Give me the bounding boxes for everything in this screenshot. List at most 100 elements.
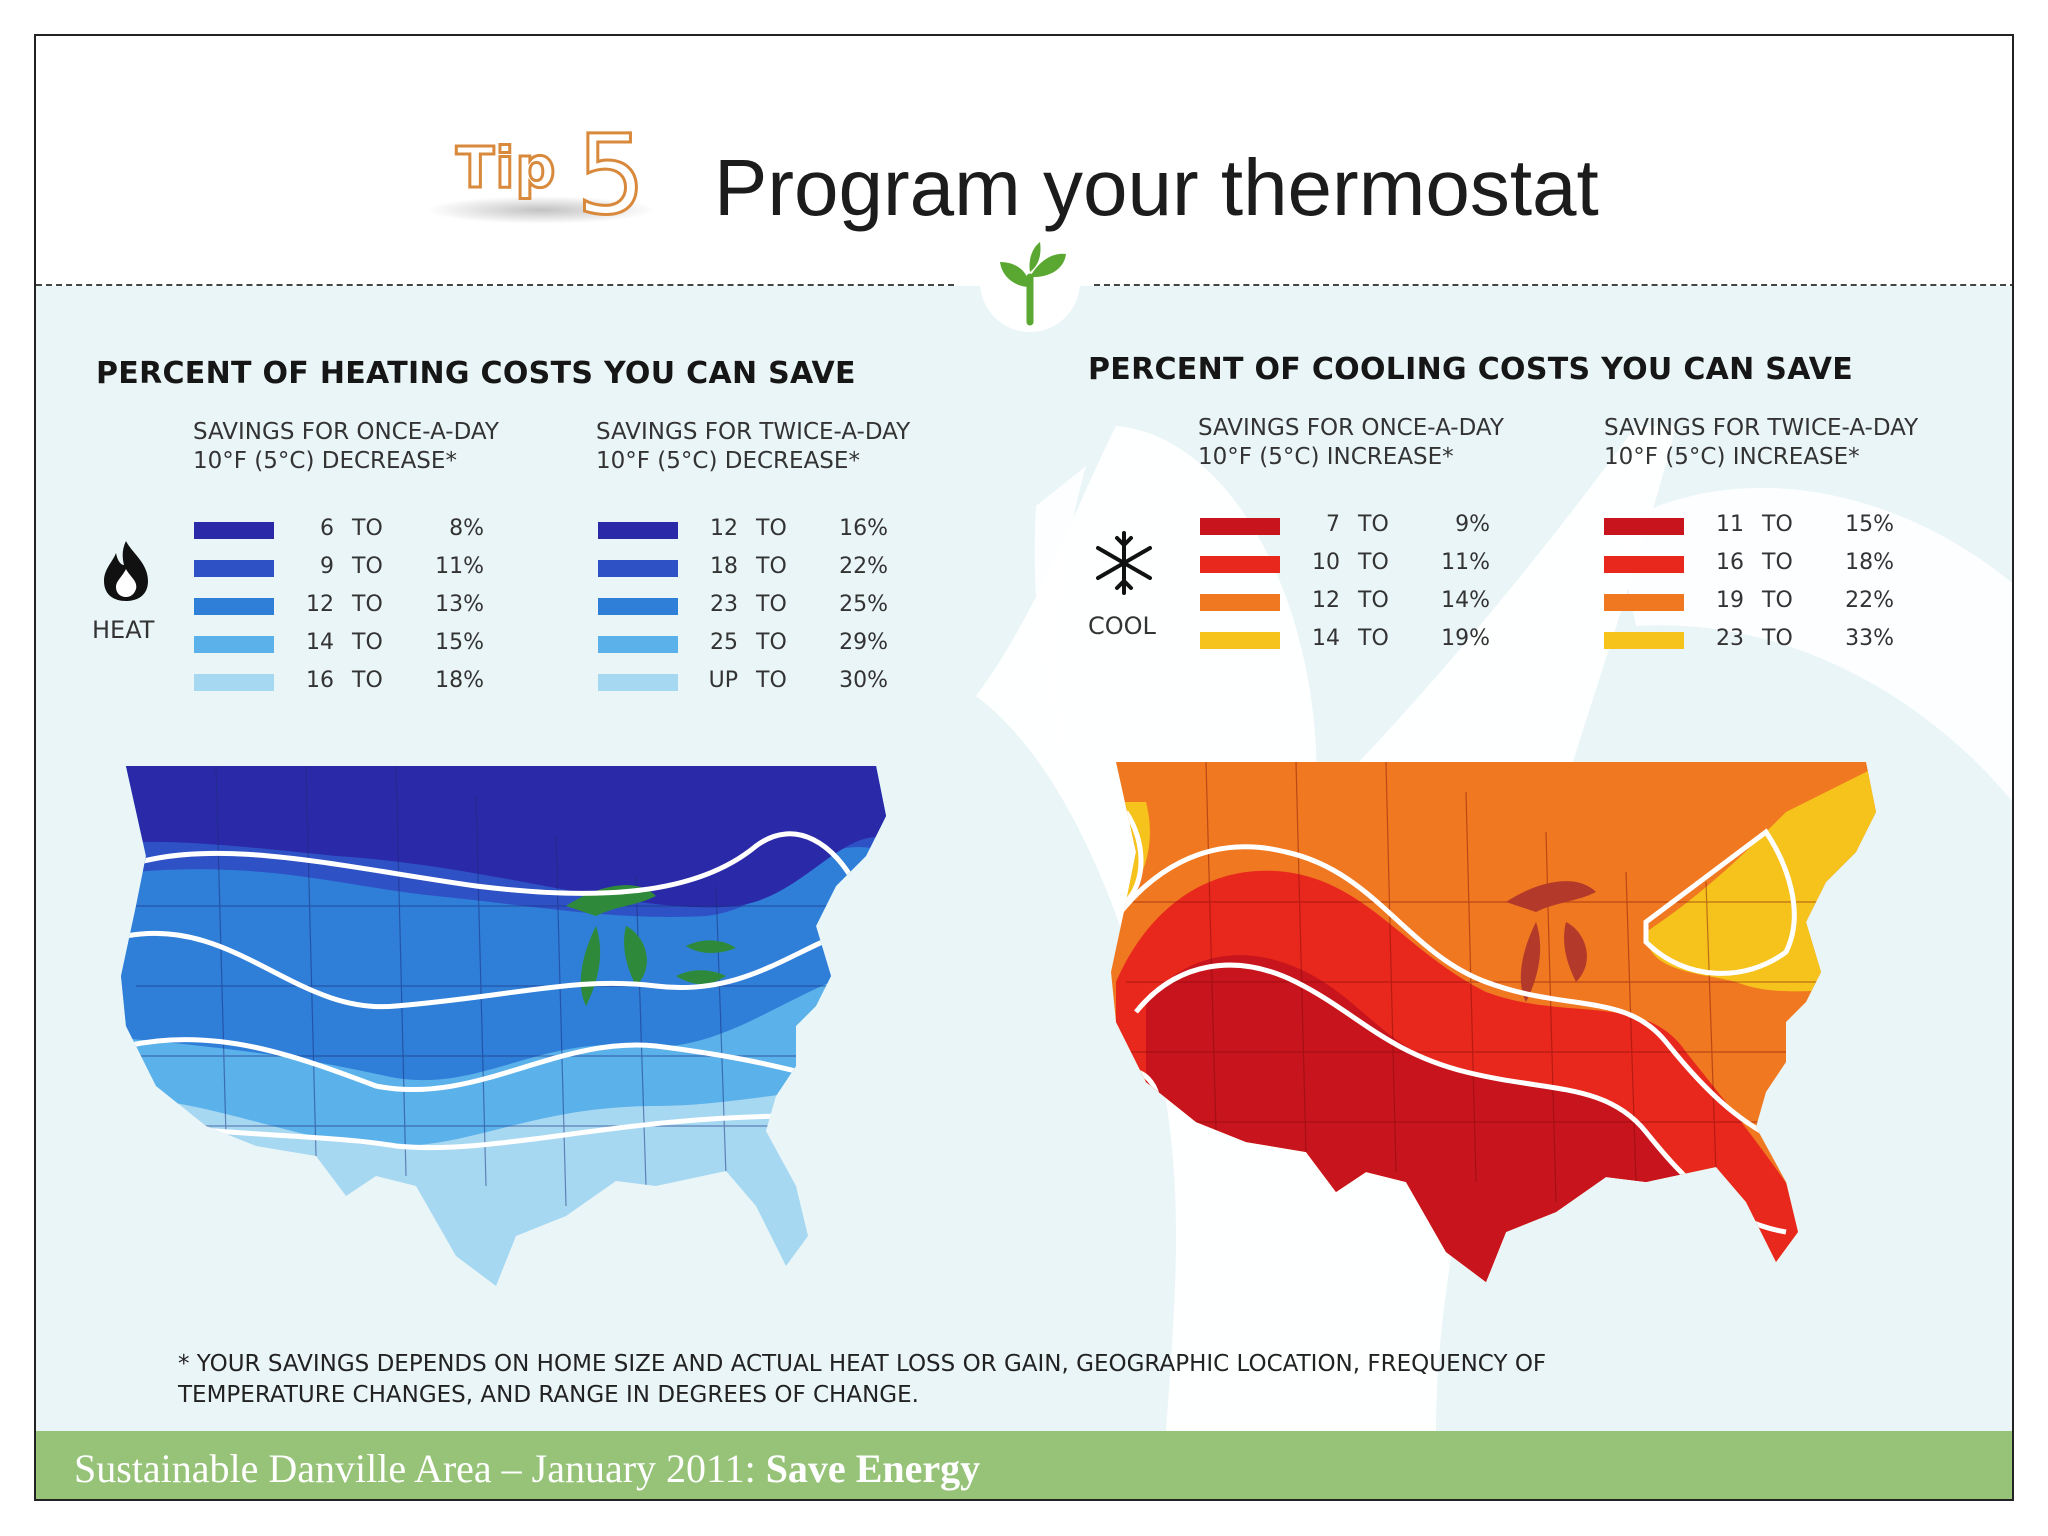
range-to: TO bbox=[756, 592, 787, 617]
legend-swatch bbox=[1200, 556, 1280, 573]
footer-text: Sustainable Danville Area – January 2011… bbox=[74, 1445, 980, 1492]
range-from: UP bbox=[708, 668, 738, 693]
range-to: TO bbox=[1358, 626, 1389, 651]
cooling-heading: PERCENT OF COOLING COSTS YOU CAN SAVE bbox=[1088, 352, 1854, 387]
range-from: 19 bbox=[1716, 588, 1744, 613]
heating-map bbox=[121, 766, 886, 1286]
range-to: TO bbox=[352, 592, 383, 617]
sprout-icon bbox=[1000, 242, 1066, 326]
legend-row: 25 TO 29% bbox=[598, 630, 928, 658]
heating-heading: PERCENT OF HEATING COSTS YOU CAN SAVE bbox=[96, 356, 856, 391]
legend-row: 12 TO 14% bbox=[1200, 588, 1530, 616]
range-from: 18 bbox=[710, 554, 738, 579]
cooling-map bbox=[1111, 762, 1876, 1282]
footnote-line2: TEMPERATURE CHANGES, AND RANGE IN DEGREE… bbox=[178, 1382, 919, 1408]
legend-row: 12 TO 13% bbox=[194, 592, 524, 620]
title-row: Tip 5 Program your thermostat bbox=[36, 106, 2012, 256]
heating-twice-header-line1: SAVINGS FOR TWICE-A-DAY bbox=[596, 419, 911, 445]
legend-row: 16 TO 18% bbox=[1604, 550, 1934, 578]
range-to: TO bbox=[1762, 626, 1793, 651]
cooling-twice-header: SAVINGS FOR TWICE-A-DAY 10°F (5°C) INCRE… bbox=[1604, 414, 1918, 472]
legend-swatch bbox=[1604, 632, 1684, 649]
range-from: 11 bbox=[1716, 512, 1744, 537]
legend-swatch bbox=[598, 636, 678, 653]
legend-row: 10 TO 11% bbox=[1200, 550, 1530, 578]
range-upto: 8% bbox=[449, 516, 484, 541]
footnote: * YOUR SAVINGS DEPENDS ON HOME SIZE AND … bbox=[178, 1349, 1546, 1411]
legend-swatch bbox=[1200, 518, 1280, 535]
tip-word: Tip bbox=[454, 135, 557, 203]
heating-once-header-line2: 10°F (5°C) DECREASE* bbox=[193, 448, 457, 474]
legend-row: 18 TO 22% bbox=[598, 554, 928, 582]
slide: Tip 5 Program your thermostat PERCENT OF… bbox=[34, 34, 2014, 1501]
infographic: PERCENT OF HEATING COSTS YOU CAN SAVE SA… bbox=[36, 286, 2012, 1431]
range-from: 6 bbox=[320, 516, 334, 541]
legend-row: 12 TO 16% bbox=[598, 516, 928, 544]
heating-once-header-line1: SAVINGS FOR ONCE-A-DAY bbox=[193, 419, 499, 445]
range-to: TO bbox=[756, 516, 787, 541]
range-upto: 25% bbox=[839, 592, 888, 617]
range-upto: 18% bbox=[435, 668, 484, 693]
sprout-logo bbox=[980, 232, 1080, 332]
divider-left bbox=[36, 284, 954, 286]
legend-row: 14 TO 15% bbox=[194, 630, 524, 658]
heating-once-header: SAVINGS FOR ONCE-A-DAY 10°F (5°C) DECREA… bbox=[193, 418, 499, 476]
flame-icon bbox=[104, 541, 148, 601]
legend-swatch bbox=[194, 522, 274, 539]
cooling-twice-header-line2: 10°F (5°C) INCREASE* bbox=[1604, 444, 1860, 470]
range-to: TO bbox=[352, 554, 383, 579]
range-from: 7 bbox=[1326, 512, 1340, 537]
range-from: 10 bbox=[1312, 550, 1340, 575]
cooling-once-header-line2: 10°F (5°C) INCREASE* bbox=[1198, 444, 1454, 470]
legend-swatch bbox=[598, 598, 678, 615]
legend-row: UP TO 30% bbox=[598, 668, 928, 696]
legend-row: 23 TO 25% bbox=[598, 592, 928, 620]
range-upto: 22% bbox=[1845, 588, 1894, 613]
slide-title: Program your thermostat bbox=[714, 143, 1599, 232]
range-from: 12 bbox=[710, 516, 738, 541]
legend-swatch bbox=[194, 560, 274, 577]
legend-swatch bbox=[194, 674, 274, 691]
range-upto: 9% bbox=[1455, 512, 1490, 537]
range-to: TO bbox=[756, 630, 787, 655]
cooling-once-header: SAVINGS FOR ONCE-A-DAY 10°F (5°C) INCREA… bbox=[1198, 414, 1504, 472]
legend-swatch bbox=[598, 522, 678, 539]
legend-swatch bbox=[1604, 594, 1684, 611]
range-from: 12 bbox=[1312, 588, 1340, 613]
cool-label: COOL bbox=[1088, 612, 1156, 640]
legend-swatch bbox=[194, 598, 274, 615]
range-from: 16 bbox=[1716, 550, 1744, 575]
range-from: 23 bbox=[710, 592, 738, 617]
tip-number: 5 bbox=[575, 110, 648, 241]
divider-right bbox=[1094, 284, 2012, 286]
snowflake-icon bbox=[1096, 531, 1152, 595]
range-to: TO bbox=[352, 630, 383, 655]
cooling-twice-header-line1: SAVINGS FOR TWICE-A-DAY bbox=[1604, 415, 1919, 441]
legend-swatch bbox=[598, 560, 678, 577]
range-upto: 16% bbox=[839, 516, 888, 541]
legend-row: 6 TO 8% bbox=[194, 516, 524, 544]
legend-swatch bbox=[1604, 556, 1684, 573]
legend-row: 23 TO 33% bbox=[1604, 626, 1934, 654]
legend-swatch bbox=[194, 636, 274, 653]
legend-row: 16 TO 18% bbox=[194, 668, 524, 696]
heating-twice-header-line2: 10°F (5°C) DECREASE* bbox=[596, 448, 860, 474]
range-upto: 29% bbox=[839, 630, 888, 655]
legend-row: 9 TO 11% bbox=[194, 554, 524, 582]
range-from: 14 bbox=[1312, 626, 1340, 651]
range-from: 16 bbox=[306, 668, 334, 693]
footer-topic: Save Energy bbox=[765, 1446, 981, 1491]
range-upto: 22% bbox=[839, 554, 888, 579]
range-upto: 14% bbox=[1441, 588, 1490, 613]
range-from: 12 bbox=[306, 592, 334, 617]
range-upto: 18% bbox=[1845, 550, 1894, 575]
range-to: TO bbox=[352, 516, 383, 541]
footer-bar: Sustainable Danville Area – January 2011… bbox=[36, 1431, 2012, 1499]
legend-swatch bbox=[598, 674, 678, 691]
legend-swatch bbox=[1200, 594, 1280, 611]
heat-label: HEAT bbox=[92, 616, 155, 644]
range-upto: 15% bbox=[1845, 512, 1894, 537]
range-to: TO bbox=[352, 668, 383, 693]
legend-row: 14 TO 19% bbox=[1200, 626, 1530, 654]
footnote-line1: * YOUR SAVINGS DEPENDS ON HOME SIZE AND … bbox=[178, 1351, 1547, 1377]
